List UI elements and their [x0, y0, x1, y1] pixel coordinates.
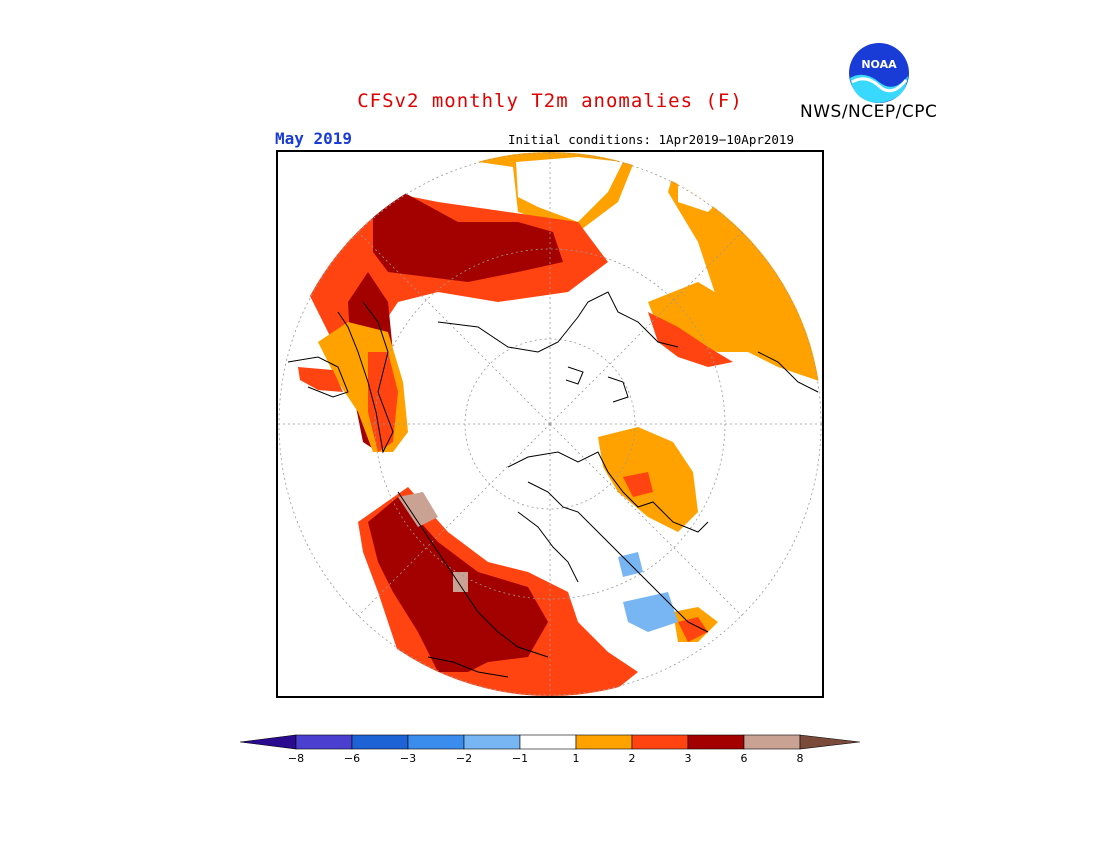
- colorbar-bin: [240, 734, 297, 750]
- anomaly-region-red-east: [648, 312, 733, 367]
- coastlines: [287, 291, 819, 678]
- colorbar-tick-label: −6: [343, 752, 361, 765]
- colorbar-tick-label: 2: [628, 752, 636, 765]
- agency-label: NWS/NCEP/CPC: [800, 102, 938, 122]
- colorbar-bin: [407, 734, 465, 750]
- colorbar-tick-label: 1: [572, 752, 580, 765]
- colorbar-bin: [799, 734, 860, 750]
- colorbar-bins: [240, 734, 860, 750]
- colorbar-bin: [631, 734, 689, 750]
- map-frame: [276, 150, 824, 698]
- anomaly-region-white-ne2: [623, 202, 698, 277]
- anomaly-field: [278, 152, 822, 696]
- colorbar-bin: [295, 734, 353, 750]
- colorbar-bin: [687, 734, 745, 750]
- colorbar-bin: [463, 734, 521, 750]
- colorbar-bin: [575, 734, 633, 750]
- colorbar-tick-label: 8: [796, 752, 804, 765]
- anomaly-region-red-west: [368, 352, 398, 452]
- anomaly-region-tan-europe2: [453, 572, 468, 592]
- colorbar-tick-label: −2: [455, 752, 473, 765]
- anomaly-region-red-canada2: [678, 617, 708, 642]
- anomaly-region-darkred-north: [373, 192, 563, 282]
- colorbar-bin: [519, 734, 577, 750]
- colorbar: [240, 734, 860, 750]
- colorbar-bin: [351, 734, 409, 750]
- colorbar-bin: [743, 734, 801, 750]
- colorbar-tick-label: 6: [740, 752, 748, 765]
- graticule: [278, 152, 822, 696]
- polar-map: [278, 152, 822, 696]
- anomaly-region-red-farwest: [298, 367, 343, 392]
- anomaly-region-red-canada: [623, 472, 653, 497]
- anomaly-region-white-ne: [678, 162, 738, 212]
- colorbar-tick-label: −1: [511, 752, 529, 765]
- colorbar-tick-label: −8: [287, 752, 305, 765]
- anomaly-region-white-north: [516, 157, 623, 222]
- colorbar-tick-label: 3: [684, 752, 692, 765]
- anomaly-region-tan-europe: [398, 492, 438, 527]
- colorbar-tick-label: −3: [399, 752, 417, 765]
- initial-conditions: Initial conditions: 1Apr2019−10Apr2019: [508, 132, 794, 147]
- anomaly-region-blue-canada2: [623, 592, 678, 632]
- noaa-logo-text: NOAA: [861, 58, 897, 71]
- chart-title: CFSv2 monthly T2m anomalies (F): [357, 90, 743, 112]
- anomaly-region-orange-east: [648, 282, 822, 382]
- forecast-period: May 2019: [275, 129, 353, 148]
- noaa-logo: NOAA: [849, 43, 909, 103]
